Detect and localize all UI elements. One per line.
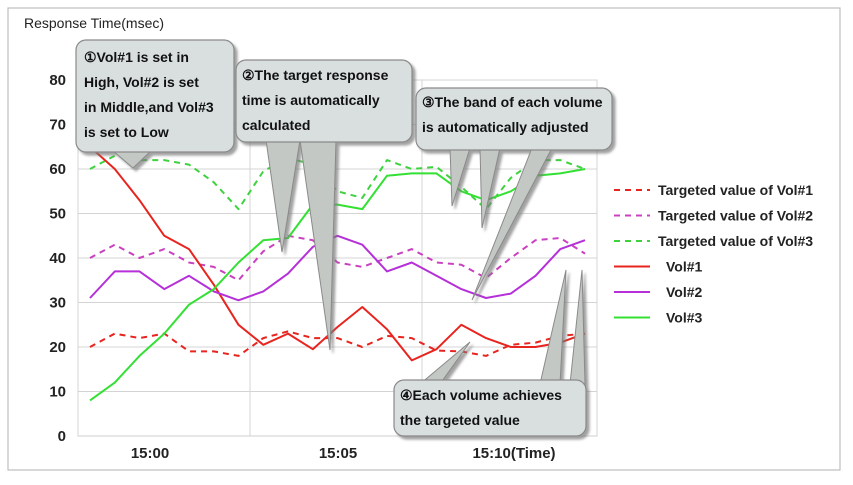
y-tick-label: 30 [49,295,66,312]
callout-text-line: the targeted value [400,412,520,428]
series-line-4 [89,146,586,362]
y-tick-label: 0 [58,428,66,445]
callout-text-line: calculated [242,117,310,133]
legend-entry-label: Targeted value of Vol#2 [658,208,813,224]
callout-box [415,87,613,151]
callout-2 [235,59,413,351]
y-tick-label: 10 [49,384,66,401]
y-tick-label: 20 [49,339,66,356]
legend-entry-label: Vol#1 [666,259,703,275]
legend-entry-label: Targeted value of Vol#3 [658,233,813,249]
y-tick-label: 80 [49,72,66,89]
callout-text-line: ④Each volume achieves [400,387,562,403]
callout-box [393,379,587,437]
x-tick-label: 15:05 [319,445,357,462]
y-tick-label: 70 [49,117,66,134]
callout-text-line: is automatically adjusted [422,119,589,135]
legend-entry-label: Targeted value of Vol#1 [658,182,813,198]
callout-box [235,59,413,143]
series-line-1 [89,330,586,357]
callout-text-line: High, Vol#2 is set [84,74,199,90]
legend-entry-label: Vol#3 [666,310,703,326]
legend-entry-label: Vol#2 [666,284,703,300]
series-line-2 [89,234,586,282]
callout-text-line: ②The target response [242,67,389,83]
y-tick-label: 40 [49,250,66,267]
y-axis-label: Response Time(msec) [24,15,164,31]
y-tick-label: 60 [49,161,66,178]
callout-4 [393,269,587,437]
callout-3 [415,87,613,301]
callout-text-line: ③The band of each volume [422,94,603,110]
callout-box [75,39,235,153]
callout-text-line: in Middle,and Vol#3 [84,99,214,115]
series-line-6 [89,168,586,402]
callout-1 [75,39,235,169]
series-line-3 [89,154,586,211]
x-tick-label: 15:00 [131,445,169,462]
callout-text-line: is set to Low [84,124,169,140]
series-line-5 [89,234,586,302]
callout-text-line: time is automatically [242,92,380,108]
x-tick-label: 15:10(Time) [472,445,555,462]
y-tick-label: 50 [49,206,66,223]
callout-text-line: ①Vol#1 is set in [84,49,189,65]
